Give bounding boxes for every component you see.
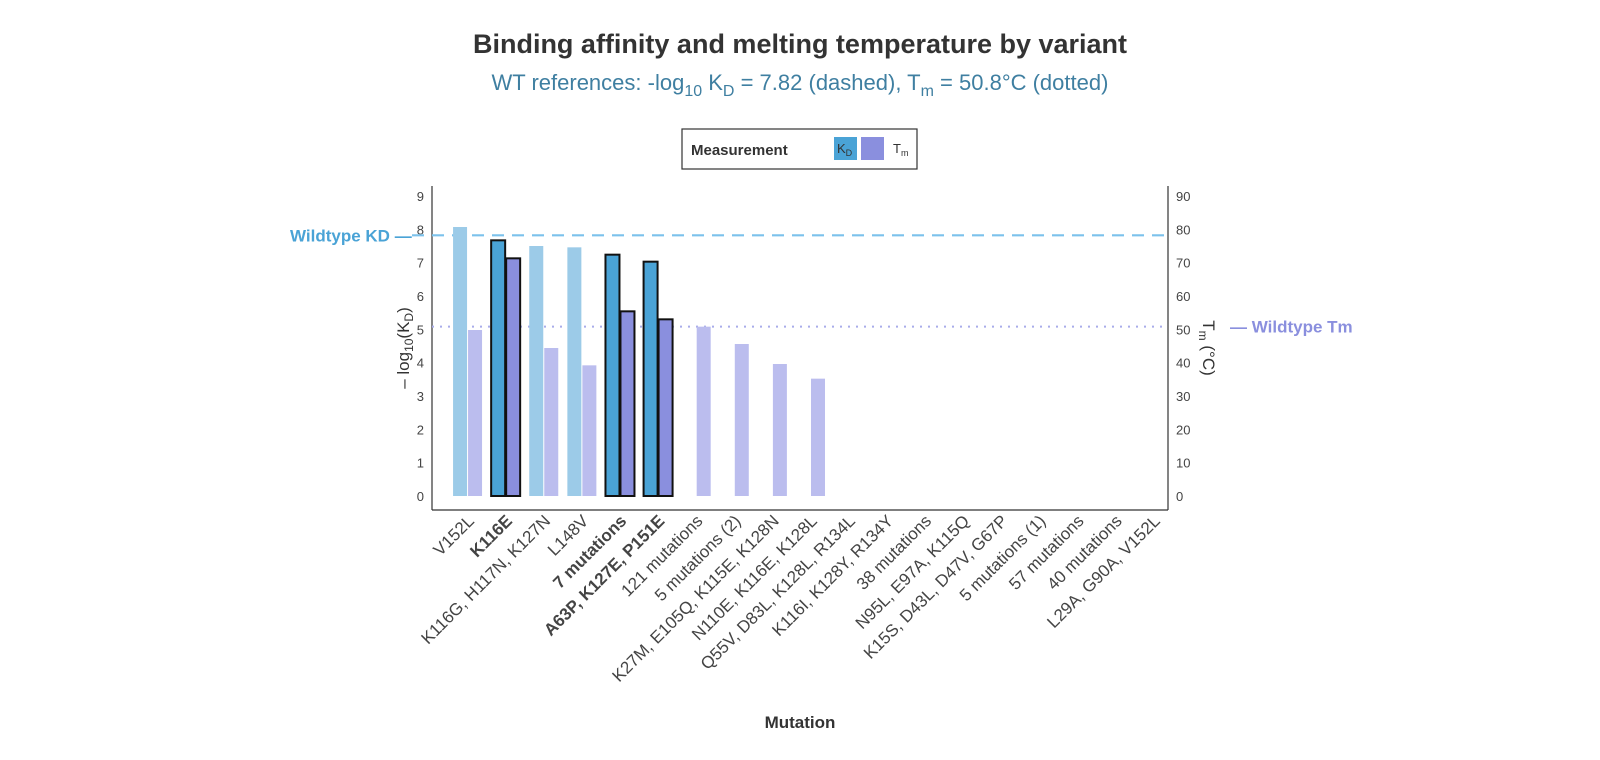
left-tick-label: 2: [417, 422, 424, 437]
left-tick-label: 5: [417, 322, 424, 337]
left-tick-label: 8: [417, 222, 424, 237]
bar-tm: [772, 364, 787, 496]
right-tick-label: 40: [1176, 356, 1190, 371]
right-tick-label: 60: [1176, 289, 1190, 304]
left-tick-label: 9: [417, 189, 424, 204]
legend-label-tm: Tm: [893, 141, 908, 158]
reference-lines: [412, 234, 1168, 328]
left-tick-label: 3: [417, 389, 424, 404]
right-tick-label: 0: [1176, 489, 1183, 504]
bar-tm: [619, 310, 636, 498]
right-tick-label: 10: [1176, 456, 1190, 471]
legend: Measurement KD Tm: [681, 128, 918, 170]
bar-tm: [582, 365, 597, 496]
bar-kd: [529, 246, 544, 496]
bar-tm: [657, 318, 674, 498]
bar-tm: [734, 344, 749, 496]
left-axis-title: – log10(KD): [394, 307, 416, 389]
left-tick-label: 1: [417, 456, 424, 471]
left-tick-label: 0: [417, 489, 424, 504]
legend-swatch-tm: [861, 137, 884, 160]
left-y-ticks: 0 1 2 3 4 5 6 7 8 9: [417, 189, 424, 504]
wildtype-kd-label: Wildtype KD —: [290, 226, 412, 245]
bars: [453, 227, 825, 498]
right-tick-label: 50: [1176, 322, 1190, 337]
bar-tm: [505, 257, 522, 498]
right-tick-label: 30: [1176, 389, 1190, 404]
bar-kd: [453, 227, 468, 496]
legend-title: Measurement: [691, 142, 788, 159]
chart-title: Binding affinity and melting temperature…: [473, 29, 1127, 59]
right-tick-label: 70: [1176, 256, 1190, 271]
bar-tm: [544, 348, 559, 496]
wildtype-tm-label: — Wildtype Tm: [1230, 318, 1353, 337]
bar-kd: [490, 239, 507, 497]
x-axis-title: Mutation: [765, 713, 836, 732]
bar-tm: [468, 330, 483, 496]
right-tick-label: 20: [1176, 422, 1190, 437]
bar-tm: [696, 326, 711, 496]
legend-swatch-kd: [834, 137, 857, 160]
right-tick-label: 90: [1176, 189, 1190, 204]
left-tick-label: 6: [417, 289, 424, 304]
legend-label-kd: KD: [837, 141, 853, 158]
right-axis-title: Tm (°C): [1196, 320, 1218, 376]
left-tick-label: 7: [417, 256, 424, 271]
left-tick-label: 4: [417, 356, 424, 371]
bar-kd: [642, 260, 659, 497]
bar-kd: [567, 247, 582, 496]
bar-tm: [811, 378, 825, 496]
bar-kd: [604, 253, 621, 497]
right-tick-label: 80: [1176, 222, 1190, 237]
right-y-ticks: 0 10 20 30 40 50 60 70 80 90: [1176, 189, 1190, 504]
chart-subtitle: WT references: -log10 KD = 7.82 (dashed)…: [492, 70, 1109, 100]
